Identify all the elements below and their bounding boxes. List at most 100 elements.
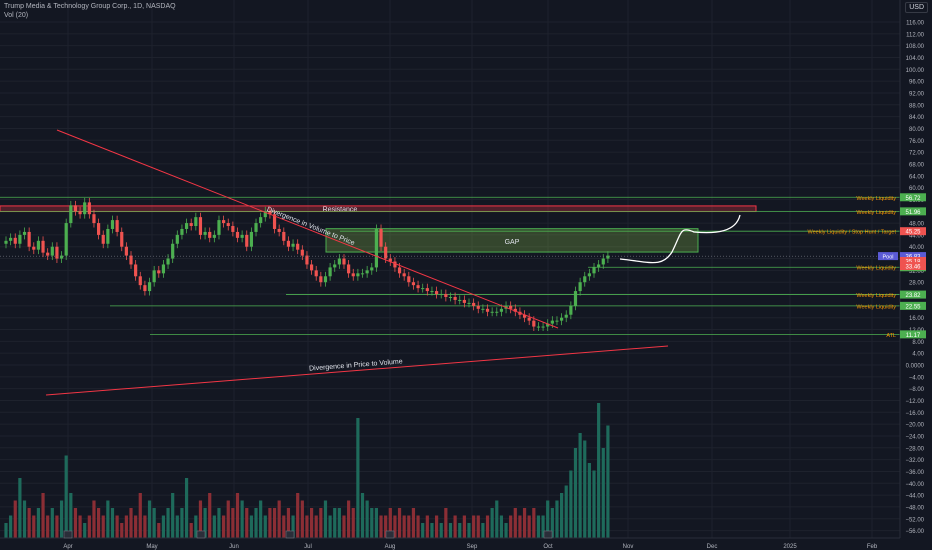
candle — [430, 291, 434, 293]
volume-bar — [532, 508, 536, 538]
candle — [499, 308, 504, 312]
volume-bar — [337, 508, 341, 538]
volume-bar — [143, 515, 147, 538]
volume-bar — [69, 493, 73, 538]
candle — [402, 273, 406, 277]
volume-bar — [9, 515, 13, 538]
volume-bar — [490, 508, 494, 538]
price-tick-label: 8.00 — [912, 340, 924, 346]
volume-bar — [425, 515, 429, 538]
event-marker — [385, 530, 395, 539]
candle — [439, 294, 443, 296]
candle — [323, 276, 328, 283]
liquidity-level-label: Weekly Liquidity / Stop Hunt / Target — [808, 230, 897, 236]
volume-bar — [161, 515, 166, 538]
volume-bar — [573, 448, 578, 538]
price-tag-bg — [900, 227, 926, 236]
candle — [27, 231, 31, 247]
volume-bar — [134, 515, 138, 538]
volume-bar — [522, 508, 527, 538]
candle — [161, 264, 166, 274]
volume-bar — [152, 508, 156, 538]
symbol-title[interactable]: Trump Media & Technology Group Corp., 1D… — [4, 3, 176, 10]
price-tick-label: 0.0000 — [906, 364, 925, 370]
candle — [411, 282, 416, 286]
price-tick-label: −12.00 — [905, 399, 924, 405]
volume-bar — [226, 500, 230, 538]
candle — [226, 223, 230, 227]
candle — [268, 211, 272, 215]
volume-bar — [305, 515, 309, 538]
candle — [59, 255, 64, 259]
volume-indicator-label[interactable]: Vol (20) — [4, 12, 29, 19]
candle — [194, 217, 198, 227]
candle — [541, 326, 545, 328]
volume-bar — [351, 508, 355, 538]
liquidity-level-label: Weekly Liquidity — [856, 304, 896, 310]
candle — [235, 231, 240, 238]
candle — [564, 314, 568, 318]
candle — [272, 214, 277, 229]
price-tick-label: 72.00 — [909, 151, 925, 157]
price-tag: 23.82 — [905, 293, 921, 299]
candle — [300, 249, 304, 256]
time-axis — [0, 538, 932, 550]
volume-bar — [587, 463, 591, 538]
volume-bar — [374, 508, 378, 538]
candle — [129, 255, 133, 265]
candle — [522, 314, 527, 318]
volume-bar — [78, 515, 82, 538]
volume-bar — [212, 515, 216, 538]
candle — [143, 285, 147, 292]
price-label-tag: Pool — [882, 255, 893, 261]
candle — [296, 243, 300, 250]
candle — [180, 228, 184, 235]
volume-bar — [513, 508, 517, 538]
price-tick-label: −32.00 — [905, 458, 924, 464]
volume-bar — [171, 493, 175, 538]
trend-line-up — [45, 345, 669, 396]
candle — [198, 217, 203, 235]
price-tick-label: 68.00 — [909, 162, 925, 168]
volume-bar — [217, 508, 221, 538]
price-tick-label: 16.00 — [909, 316, 925, 322]
candle — [384, 246, 388, 259]
volume-bar — [592, 470, 596, 538]
price-tick-label: 44.00 — [909, 233, 925, 239]
price-tick-label: 80.00 — [909, 127, 925, 133]
candle — [485, 308, 490, 312]
currency-badge[interactable]: USD — [905, 2, 928, 13]
candle — [184, 223, 189, 229]
candle — [476, 305, 480, 309]
candle — [73, 205, 78, 212]
volume-bar — [546, 500, 550, 538]
time-tick-label: Jul — [304, 544, 312, 550]
liquidity-level-label: ATL — [886, 333, 896, 339]
price-tag: 11.17 — [906, 333, 921, 339]
candle — [231, 226, 235, 232]
volume-bar — [282, 515, 286, 538]
volume-bar — [342, 515, 346, 538]
candle — [374, 228, 378, 268]
price-tick-label: 88.00 — [909, 103, 925, 109]
candle — [370, 267, 374, 271]
price-tick-label: 96.00 — [909, 80, 925, 86]
candle — [569, 305, 573, 315]
candle — [421, 288, 425, 290]
volume-bar — [180, 508, 184, 538]
volume-bar — [309, 508, 314, 538]
volume-bar — [397, 508, 402, 538]
price-tick-label: −16.00 — [905, 411, 924, 417]
price-tag-bg — [900, 330, 926, 339]
price-tag: 56.72 — [905, 196, 921, 202]
volume-bar — [462, 515, 466, 538]
candle — [509, 305, 513, 309]
volume-bar — [27, 508, 31, 538]
volume-bar — [370, 508, 374, 538]
time-tick-label: Aug — [385, 544, 396, 550]
price-tick-label: −20.00 — [905, 423, 924, 429]
candle — [64, 223, 68, 256]
candle — [481, 308, 485, 310]
candle — [208, 231, 212, 238]
